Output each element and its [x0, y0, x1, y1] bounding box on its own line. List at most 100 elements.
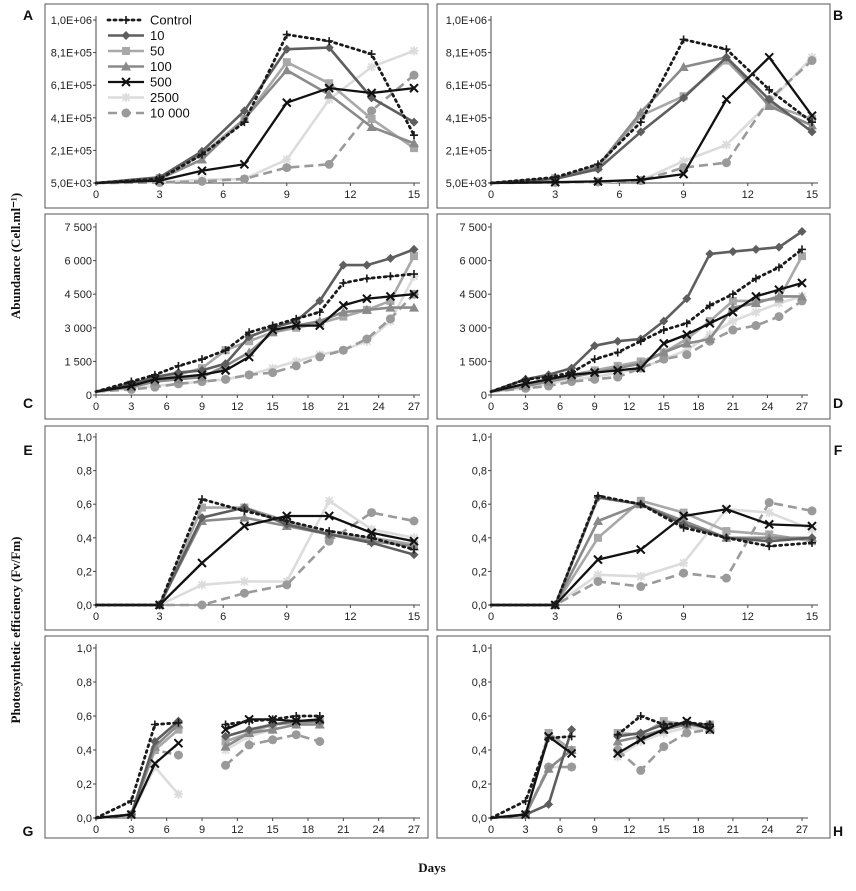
- data-point-50: [386, 296, 395, 305]
- series-line-control: [94, 721, 180, 820]
- data-point-500: [244, 352, 254, 362]
- legend-item-10: 10: [108, 28, 164, 43]
- data-point-500: [282, 511, 292, 521]
- y-tick-label: 3 000: [64, 323, 92, 335]
- series-500: [490, 278, 807, 393]
- series-control: [94, 495, 418, 609]
- x-tick-label: 0: [93, 401, 99, 413]
- data-point-control: [362, 274, 371, 283]
- y-tick-label: 6,1E+05: [51, 80, 92, 92]
- x-tick-label: 12: [742, 189, 754, 201]
- x-axis-label-days: Days: [418, 860, 445, 875]
- data-point-500: [751, 291, 761, 302]
- data-point-500: [520, 809, 531, 820]
- x-tick-label: 15: [806, 611, 818, 623]
- data-point-control: [155, 174, 164, 183]
- x-tick-label: 15: [658, 401, 670, 413]
- data-point-10: [721, 52, 731, 62]
- series-500: [95, 714, 325, 820]
- data-point-50: [544, 729, 553, 737]
- data-point-500: [197, 370, 207, 380]
- series-control: [489, 491, 816, 609]
- data-point-100: [750, 298, 761, 308]
- data-point-10-000: [291, 361, 301, 371]
- data-point-control: [150, 720, 159, 729]
- x-tick-label: 9: [592, 824, 598, 836]
- data-point-10: [197, 513, 207, 523]
- data-point-control: [315, 308, 324, 317]
- data-point-control: [410, 131, 418, 140]
- y-tick-label: 4,1E+05: [446, 113, 487, 125]
- series-line-control: [489, 494, 814, 607]
- x-tick-label: 3: [157, 189, 163, 201]
- x-tick-label: 9: [199, 824, 205, 836]
- series-500: [95, 289, 419, 393]
- data-point-10-000: [636, 765, 646, 775]
- data-point-2500: [721, 140, 731, 150]
- series-100: [95, 65, 419, 185]
- data-point-control: [659, 720, 668, 729]
- x-tick-label: 6: [164, 824, 170, 836]
- x-tick-label: 27: [796, 824, 808, 836]
- panel-letter-h: H: [833, 823, 843, 839]
- panel-f-axes: [490, 433, 818, 606]
- data-point-2500: [679, 558, 689, 568]
- panel-letter-g: G: [23, 823, 34, 839]
- legend-marker: [122, 16, 130, 24]
- y-tick-label: 5,0E+03: [51, 178, 92, 190]
- y-tick-label: 6,1E+05: [446, 80, 487, 92]
- data-point-500: [659, 724, 669, 735]
- data-point-control: [240, 118, 249, 127]
- x-tick-label: 3: [552, 611, 558, 623]
- data-point-50: [594, 533, 602, 542]
- data-point-500: [197, 558, 207, 568]
- data-point-10: [544, 799, 554, 809]
- series-10-000: [490, 725, 715, 820]
- y-tick-label: 2,1E+05: [51, 145, 92, 157]
- data-point-10-000: [244, 370, 254, 380]
- x-tick-label: 24: [761, 824, 773, 836]
- y-tick-label: 1 500: [64, 356, 92, 368]
- data-point-500: [366, 528, 377, 538]
- data-point-500: [721, 504, 732, 514]
- data-point-2500: [367, 62, 377, 72]
- panel-letter-b: B: [833, 7, 843, 23]
- x-tick-label: 27: [408, 824, 420, 836]
- data-point-control: [127, 377, 136, 386]
- data-point-500: [593, 176, 603, 187]
- x-tick-label: 15: [267, 401, 279, 413]
- data-point-100: [635, 107, 646, 117]
- y-tick-label: 4 500: [64, 289, 92, 301]
- series-2500: [490, 723, 715, 820]
- data-point-10: [362, 260, 372, 270]
- x-tick-label: 6: [557, 401, 563, 413]
- series-line-100: [95, 69, 415, 185]
- x-tick-label: 0: [488, 401, 494, 413]
- data-point-control: [613, 348, 622, 357]
- data-point-10-000: [173, 750, 183, 760]
- data-point-50: [367, 114, 376, 123]
- x-tick-label: 6: [557, 824, 563, 836]
- legend-label: 500: [150, 75, 172, 90]
- data-point-control: [567, 732, 576, 741]
- series-50: [490, 56, 816, 185]
- charts-layer: 5,0E+03 2,1E+05 4,1E+05 6,1E+05 8,1E+05 1,0E+…: [23, 7, 844, 839]
- series-line-control: [94, 33, 416, 185]
- y-axis-label-abundance: Abundance (Cell.ml⁻¹): [8, 193, 23, 319]
- data-point-500: [566, 748, 577, 759]
- data-point-control: [155, 601, 164, 609]
- series-line-control: [94, 497, 416, 607]
- y-tick-label: 8,1E+05: [446, 48, 487, 60]
- data-point-control: [240, 506, 249, 515]
- data-point-control: [679, 35, 688, 44]
- panel-d: 0 1 500 3 000 4 500 6 000 7 500 0 3 6 9 12 15 18 21 24…: [459, 222, 843, 413]
- series-line-500: [490, 56, 813, 185]
- series-line-10-000: [224, 733, 321, 767]
- x-tick-label: 24: [761, 401, 773, 413]
- series-line-10: [490, 55, 813, 185]
- data-point-10: [593, 164, 603, 174]
- series-2500: [491, 504, 817, 610]
- data-point-control: [221, 346, 230, 355]
- series-10: [490, 226, 807, 393]
